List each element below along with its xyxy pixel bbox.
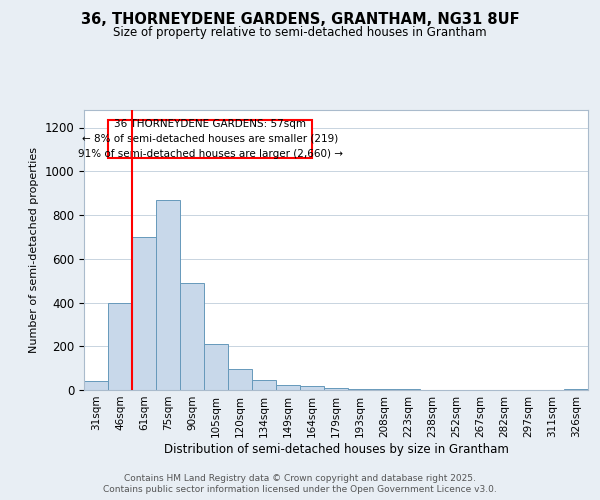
Bar (156, 200, 180, 390)
Text: 36 THORNEYDENE GARDENS: 57sqm
← 8% of semi-detached houses are smaller (219)
91%: 36 THORNEYDENE GARDENS: 57sqm ← 8% of se… (77, 119, 343, 159)
Y-axis label: Number of semi-detached properties: Number of semi-detached properties (29, 147, 39, 353)
Bar (180, 283, 204, 390)
Text: Contains public sector information licensed under the Open Government Licence v3: Contains public sector information licen… (103, 485, 497, 494)
Bar (132, 237, 156, 390)
Bar (324, 388, 348, 390)
Bar (348, 389, 372, 390)
Bar (372, 389, 396, 390)
Bar (276, 384, 300, 390)
Bar (108, 302, 132, 390)
Bar (300, 386, 324, 390)
FancyBboxPatch shape (108, 120, 312, 158)
Text: 36, THORNEYDENE GARDENS, GRANTHAM, NG31 8UF: 36, THORNEYDENE GARDENS, GRANTHAM, NG31 … (80, 12, 520, 28)
Bar (204, 344, 228, 390)
Bar (228, 369, 252, 390)
Text: Contains HM Land Registry data © Crown copyright and database right 2025.: Contains HM Land Registry data © Crown c… (124, 474, 476, 483)
Bar (84, 381, 108, 390)
Text: Size of property relative to semi-detached houses in Grantham: Size of property relative to semi-detach… (113, 26, 487, 39)
Bar (564, 389, 588, 390)
X-axis label: Distribution of semi-detached houses by size in Grantham: Distribution of semi-detached houses by … (164, 442, 508, 456)
Bar (252, 380, 276, 390)
